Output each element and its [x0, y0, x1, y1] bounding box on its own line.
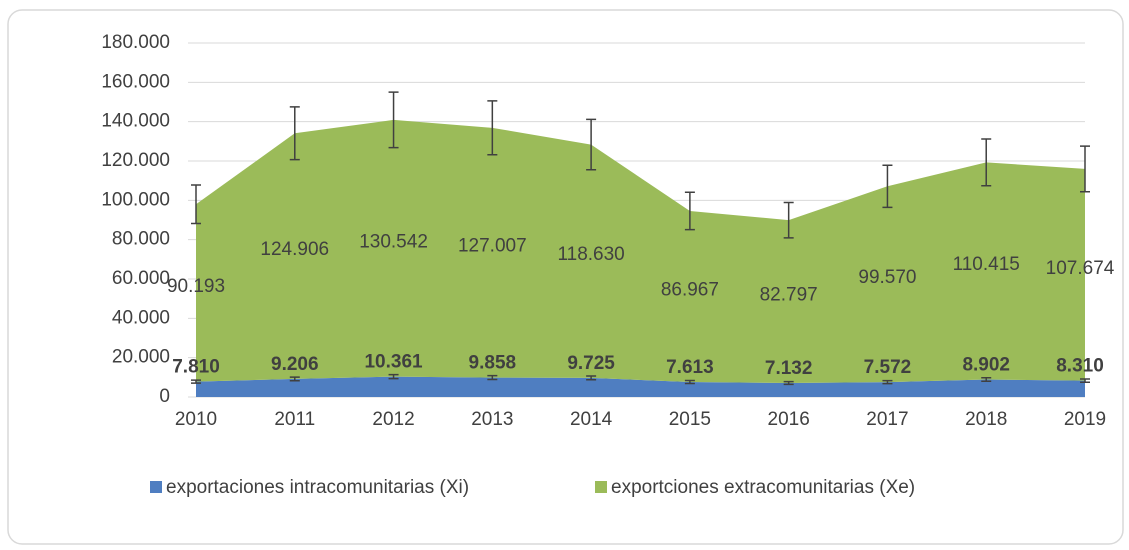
data-label: 90.193	[167, 276, 225, 297]
data-label: 86.967	[661, 280, 719, 301]
error-bar	[586, 375, 597, 381]
area	[196, 376, 1085, 397]
x-tick-label: 2018	[965, 409, 1007, 430]
data-label: 9.206	[271, 354, 319, 375]
legend-swatch	[595, 481, 607, 493]
error-bar	[684, 191, 695, 231]
data-label: 9.725	[567, 353, 615, 374]
x-tick-label: 2010	[175, 409, 217, 430]
x-tick-label: 2014	[570, 409, 613, 430]
y-tick-label: 60.000	[112, 268, 170, 289]
error-bar	[882, 164, 893, 209]
y-tick-label: 40.000	[112, 307, 170, 328]
error-bar	[1080, 145, 1090, 193]
data-label: 7.132	[765, 358, 813, 379]
data-label: 7.572	[864, 357, 912, 378]
y-tick-label: 140.000	[101, 111, 170, 132]
data-label: 110.415	[953, 254, 1020, 275]
error-bar	[191, 379, 201, 384]
legend-swatch	[150, 481, 162, 493]
error-bar	[684, 379, 695, 385]
y-tick-label: 120.000	[101, 150, 170, 171]
data-label: 127.007	[458, 236, 527, 257]
error-bar	[783, 380, 794, 386]
data-label: 107.674	[1046, 258, 1115, 279]
data-label: 124.906	[260, 239, 329, 260]
data-label: 10.361	[364, 352, 423, 373]
x-tick-label: 2012	[372, 409, 414, 430]
data-label: 8.310	[1056, 356, 1104, 377]
data-label: 99.570	[858, 267, 916, 288]
data-label: 7.613	[666, 357, 714, 378]
error-bar	[289, 376, 300, 382]
error-bar	[586, 118, 597, 171]
x-tick-label: 2019	[1064, 409, 1106, 430]
x-tick-label: 2015	[669, 409, 711, 430]
x-tick-label: 2017	[866, 409, 908, 430]
error-bar	[388, 91, 399, 149]
data-label: 8.902	[962, 355, 1010, 376]
area	[196, 119, 1085, 383]
error-bar	[981, 376, 992, 382]
x-tick-label: 2016	[768, 409, 810, 430]
x-tick-label: 2011	[274, 409, 315, 430]
data-label: 9.858	[469, 353, 517, 374]
x-tick-label: 2013	[471, 409, 513, 430]
y-tick-label: 180.000	[101, 32, 170, 53]
error-bar	[487, 100, 498, 156]
data-label: 7.810	[172, 357, 220, 378]
error-bar	[388, 373, 399, 380]
error-bar	[783, 201, 794, 239]
y-tick-label: 0	[159, 386, 170, 407]
data-label: 118.630	[557, 244, 624, 265]
error-bar	[487, 374, 498, 381]
legend-label: exportciones extracomunitarias (Xe)	[611, 477, 915, 498]
error-bar	[191, 184, 201, 225]
y-tick-label: 160.000	[101, 71, 170, 92]
y-tick-label: 80.000	[112, 229, 170, 250]
error-bar	[289, 106, 300, 161]
y-tick-label: 20.000	[112, 347, 170, 368]
error-bar	[981, 138, 992, 187]
error-bar	[1080, 378, 1090, 384]
y-tick-label: 100.000	[101, 189, 170, 210]
data-label: 82.797	[760, 285, 818, 306]
data-label: 130.542	[359, 231, 428, 252]
error-bar	[882, 379, 893, 385]
legend-label: exportaciones intracomunitarias (Xi)	[166, 477, 469, 498]
